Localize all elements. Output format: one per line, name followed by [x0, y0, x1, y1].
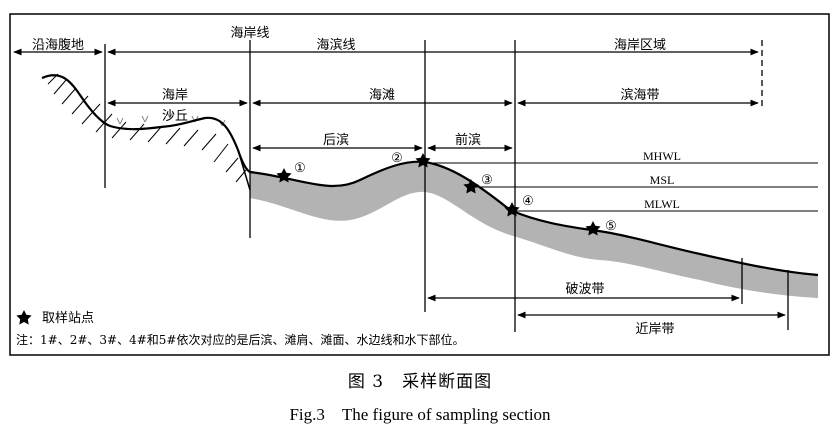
hinterland-slope-line — [237, 149, 251, 191]
label-backshore: 后滨 — [323, 132, 349, 148]
label-mhwl: MHWL — [643, 149, 681, 163]
station-number-4: ④ — [522, 194, 534, 209]
caption-chinese: 图 3 采样断面图 — [347, 372, 493, 392]
hinterland-hatching — [47, 73, 247, 183]
station-number-2: ② — [391, 151, 403, 166]
label-mlwl: MLWL — [644, 197, 680, 211]
range-arrows — [13, 48, 786, 319]
label-foreshore: 前滨 — [455, 132, 481, 148]
label-littoral-zone: 滨海带 — [620, 87, 659, 103]
label-shoreline: 海岸线 — [230, 26, 269, 41]
label-nearshore-zone: 近岸带 — [635, 322, 674, 337]
beach-profile-line — [41, 74, 819, 277]
water-level-lines — [425, 162, 818, 212]
station-number-3: ③ — [481, 173, 493, 188]
legend-star-icon — [16, 310, 32, 325]
legend-station-label: 取样站点 — [42, 311, 94, 326]
label-coast: 海岸 — [162, 88, 188, 103]
label-coastal-hinterland: 沿海腹地 — [32, 37, 84, 53]
station-number-1: ① — [294, 161, 306, 176]
label-breaker-zone: 破波带 — [565, 282, 604, 297]
caption-english: Fig.3 The figure of sampling section — [289, 405, 551, 424]
vertical-markers — [104, 40, 789, 332]
label-dune: 沙丘 — [162, 109, 188, 124]
diagram-frame — [9, 13, 830, 356]
label-beach: 海滩 — [369, 88, 395, 103]
station-number-5: ⑤ — [605, 219, 617, 234]
sediment-band — [250, 161, 818, 298]
sampling-section-diagram: 沿海腹地 海岸线 海滨线 海岸区域 海岸 沙丘 海滩 滨海带 后滨 前滨 破波带… — [9, 13, 830, 356]
label-msl: MSL — [650, 173, 675, 187]
dune-grass — [116, 111, 226, 127]
label-beach-line: 海滨线 — [316, 37, 355, 53]
label-coastal-zone: 海岸区域 — [614, 38, 666, 53]
legend-note: 注：1#、2#、3#、4#和5#依次对应的是后滨、滩肩、滩面、水边线和水下部位。 — [16, 332, 464, 347]
